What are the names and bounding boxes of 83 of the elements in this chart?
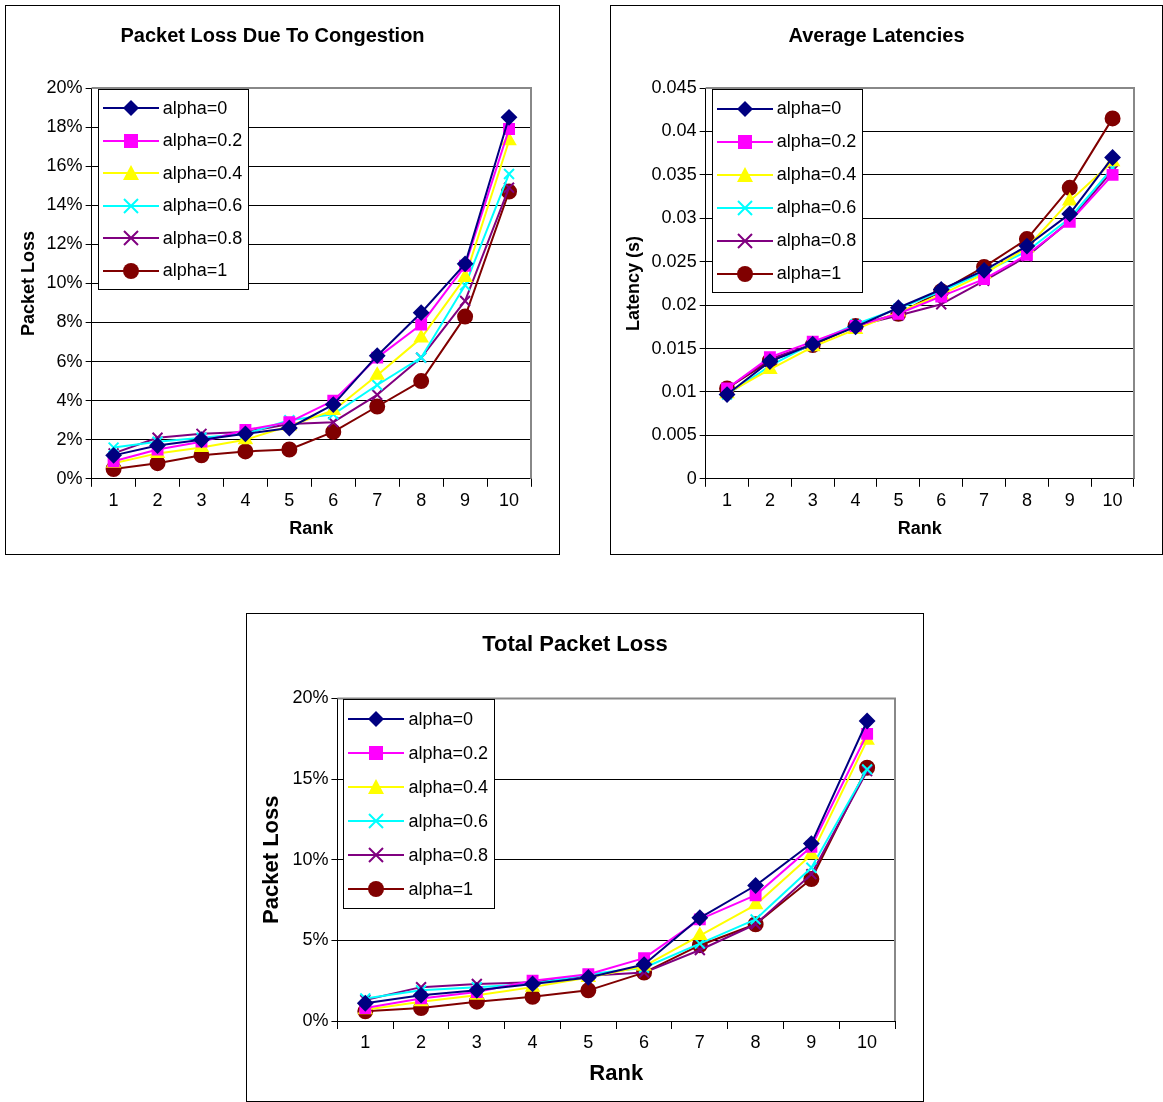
x-axis-title: Rank (289, 518, 335, 539)
x-axis-title: Rank (589, 1059, 644, 1085)
x-tick-label: 4 (527, 1031, 538, 1052)
y-tick-label: 6% (56, 350, 83, 371)
x-tick-label: 2 (764, 489, 775, 510)
x-tick-label: 8 (1021, 489, 1032, 510)
x-tick-label: 6 (639, 1031, 650, 1052)
legend-label: alpha=0.2 (408, 742, 488, 764)
x-tick-label: 7 (694, 1031, 705, 1052)
y-axis-title: Latency (s) (622, 235, 643, 331)
y-tick-label: 0.035 (651, 163, 697, 184)
y-tick-label: 0.04 (661, 120, 697, 141)
legend-label: alpha=0.6 (408, 810, 488, 832)
chart-title: Packet Loss Due To Congestion (120, 23, 425, 46)
y-tick-label: 10% (46, 272, 83, 293)
y-tick-label: 20% (292, 687, 329, 708)
legend-label: alpha=0.4 (408, 776, 488, 798)
y-tick-label: 0.02 (661, 294, 697, 315)
chart-title: Average Latencies (788, 23, 965, 46)
x-tick-label: 1 (108, 489, 119, 510)
legend-label: alpha=0.6 (776, 197, 857, 218)
x-tick-label: 3 (471, 1031, 482, 1052)
y-tick-label: 0% (56, 467, 83, 488)
y-tick-label: 15% (292, 768, 329, 789)
x-axis-title: Rank (897, 518, 943, 539)
x-tick-label: 3 (196, 489, 207, 510)
x-tick-label: 4 (240, 489, 251, 510)
x-tick-label: 10 (499, 489, 520, 510)
x-tick-label: 8 (750, 1031, 761, 1052)
x-tick-label: 7 (979, 489, 990, 510)
legend-label: alpha=0.2 (776, 131, 857, 152)
y-axis-title: Packet Loss (17, 230, 38, 336)
x-tick-label: 1 (722, 489, 733, 510)
legend-label: alpha=0.4 (776, 164, 857, 185)
x-tick-label: 10 (857, 1031, 878, 1052)
y-tick-label: 14% (46, 194, 83, 215)
legend-label: alpha=0 (162, 97, 228, 119)
chart-title: Total Packet Loss (482, 631, 668, 657)
legend-label: alpha=0.8 (162, 227, 243, 249)
x-tick-label: 2 (416, 1031, 427, 1052)
legend-label: alpha=0 (408, 708, 473, 730)
legend-label: alpha=1 (162, 260, 228, 282)
y-tick-label: 2% (56, 428, 83, 449)
y-axis-title: Packet Loss (258, 795, 284, 924)
x-tick-label: 1 (360, 1031, 371, 1052)
y-tick-label: 16% (46, 155, 83, 176)
y-tick-label: 0.045 (651, 76, 697, 97)
y-tick-label: 0.03 (661, 207, 697, 228)
x-tick-label: 5 (893, 489, 904, 510)
legend-label: alpha=0 (776, 98, 842, 119)
y-tick-label: 0 (686, 467, 697, 488)
legend-label: alpha=0.8 (776, 230, 857, 251)
y-tick-label: 10% (292, 848, 329, 869)
legend-label: alpha=1 (408, 878, 473, 900)
x-tick-label: 9 (1064, 489, 1075, 510)
y-tick-label: 0.025 (651, 250, 697, 271)
legend-label: alpha=0.2 (162, 130, 243, 152)
legend-label: alpha=0.6 (162, 195, 243, 217)
x-tick-label: 4 (850, 489, 861, 510)
x-tick-label: 7 (372, 489, 383, 510)
y-tick-label: 18% (46, 116, 83, 137)
x-tick-label: 9 (460, 489, 471, 510)
legend-label: alpha=1 (776, 263, 842, 284)
x-tick-label: 10 (1102, 489, 1123, 510)
x-tick-label: 9 (806, 1031, 817, 1052)
x-tick-label: 6 (936, 489, 947, 510)
y-tick-label: 0.005 (651, 424, 697, 445)
y-tick-label: 0.01 (661, 380, 697, 401)
x-tick-label: 5 (583, 1031, 594, 1052)
y-tick-label: 12% (46, 233, 83, 254)
legend-label: alpha=0.8 (408, 844, 488, 866)
y-tick-label: 0% (302, 1009, 329, 1030)
x-tick-label: 3 (807, 489, 818, 510)
y-tick-label: 4% (56, 389, 83, 410)
y-tick-label: 20% (46, 76, 83, 97)
y-tick-label: 8% (56, 311, 83, 332)
legend-label: alpha=0.4 (162, 162, 243, 184)
x-tick-label: 5 (284, 489, 295, 510)
x-tick-label: 6 (328, 489, 339, 510)
x-tick-label: 2 (152, 489, 163, 510)
y-tick-label: 5% (302, 929, 329, 950)
y-tick-label: 0.015 (651, 337, 697, 358)
x-tick-label: 8 (416, 489, 427, 510)
